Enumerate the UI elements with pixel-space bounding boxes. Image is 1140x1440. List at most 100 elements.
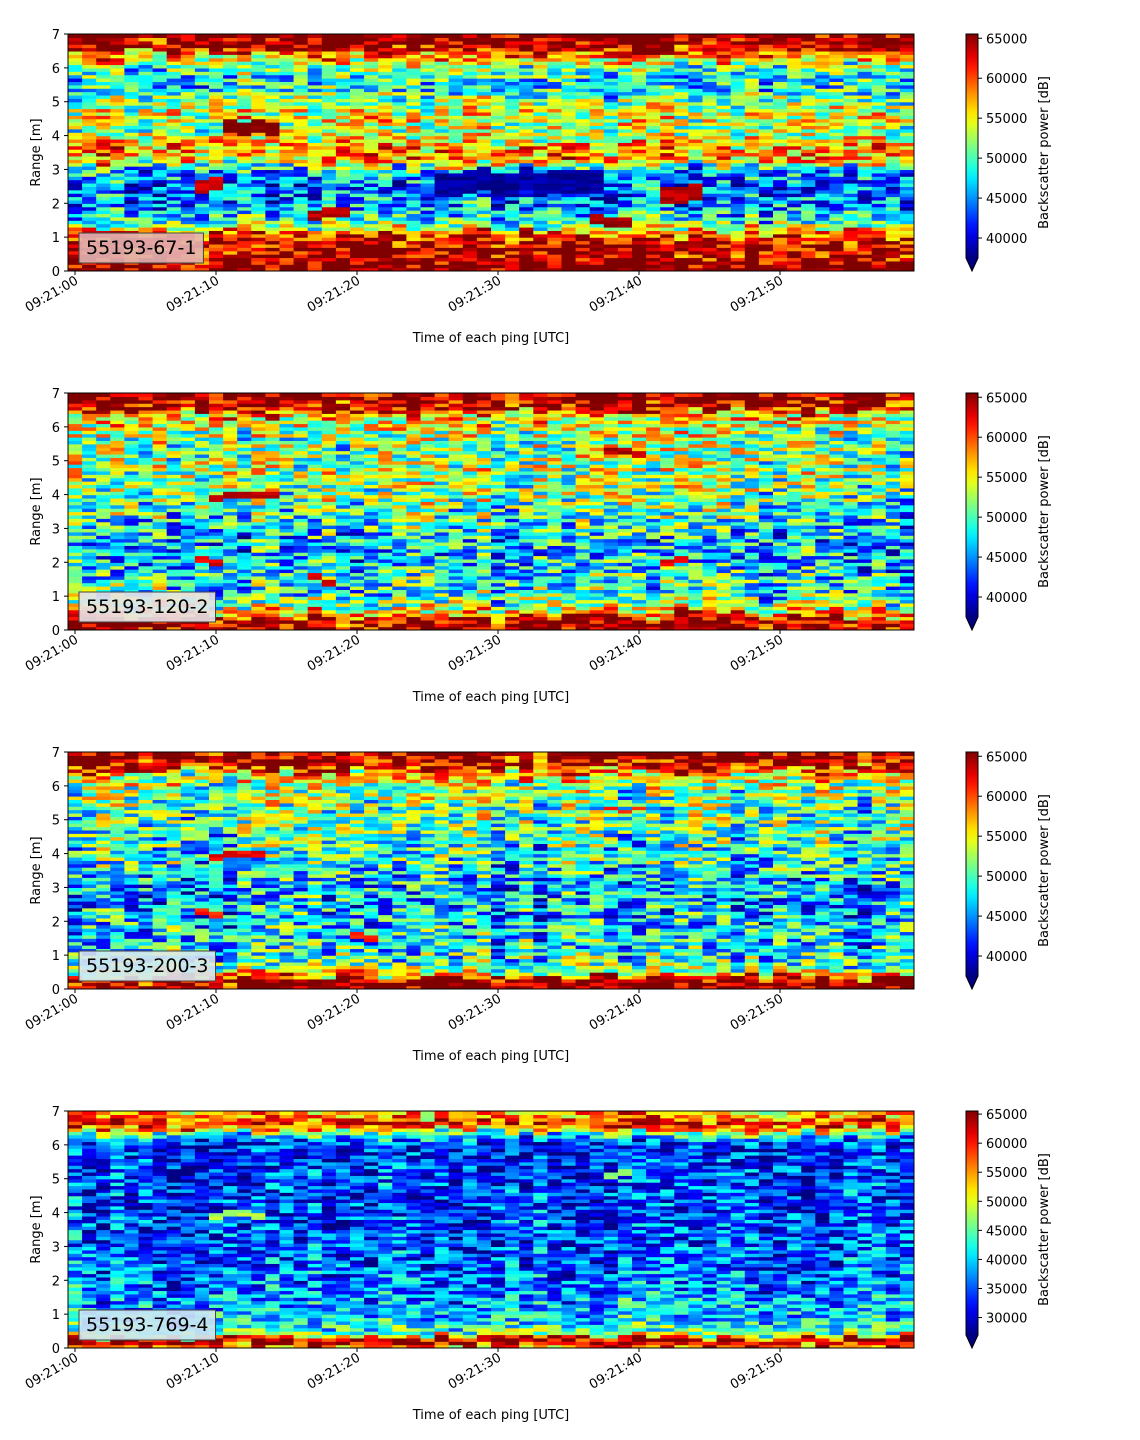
colorbar-tick-label: 45000: [986, 192, 1027, 207]
heatmap-cell: [392, 34, 407, 38]
y-tick-label: 5: [52, 96, 60, 111]
heatmap-cell: [96, 34, 111, 38]
heatmap-cell: [646, 34, 661, 38]
heatmap-cell: [519, 34, 534, 38]
colorbar-tick-label: 50000: [986, 152, 1027, 167]
heatmap-cell: [505, 34, 520, 38]
panel-label-text: 55193-67-1: [86, 237, 196, 259]
heatmap-cell: [858, 34, 873, 38]
y-tick-label: 7: [52, 28, 60, 43]
heatmap-cell: [336, 34, 351, 38]
heatmap-cell: [435, 34, 450, 38]
y-tick-label: 4: [52, 130, 60, 145]
y-tick-label: 1: [52, 231, 60, 246]
x-tick-label: 09:21:50: [728, 273, 786, 315]
heatmap-cell: [68, 393, 83, 397]
heatmap-cell: [139, 34, 154, 38]
x-tick-label: 09:21:40: [587, 273, 645, 315]
heatmap-cell: [632, 34, 647, 38]
heatmap-cell: [421, 34, 436, 38]
heatmap-cell: [759, 34, 774, 38]
heatmap-cell: [604, 34, 619, 38]
heatmap-cell: [674, 34, 689, 38]
heatmap-cell: [96, 393, 111, 397]
colorbar-label: Backscatter power [dB]: [1037, 76, 1052, 229]
heatmap-cell: [773, 34, 788, 38]
heatmap-cell: [449, 34, 464, 38]
x-axis-label: Time of each ping [UTC]: [412, 331, 570, 346]
heatmap-cell: [195, 34, 210, 38]
colorbar-tick-label: 40000: [986, 232, 1027, 247]
y-tick-label: 3: [52, 163, 60, 178]
heatmap-cell: [209, 34, 224, 38]
heatmap-cell: [829, 34, 844, 38]
heatmap-cell: [815, 34, 830, 38]
colorbar-tick-label: 55000: [986, 112, 1027, 127]
heatmap-cell: [364, 34, 379, 38]
x-tick-label: 09:21:10: [164, 273, 222, 315]
heatmap-cell: [350, 34, 365, 38]
heatmap-cell: [110, 34, 125, 38]
heatmap-cell: [251, 34, 266, 38]
heatmap-cell: [463, 34, 478, 38]
heatmap-cell: [886, 34, 901, 38]
heatmap-cell: [477, 34, 492, 38]
heatmap-cell: [787, 34, 802, 38]
heatmap-cell: [167, 34, 182, 38]
heatmap-cell: [294, 34, 309, 38]
heatmap-cell: [717, 34, 732, 38]
colorbar-tick-label: 60000: [986, 72, 1027, 87]
heatmap-cell: [82, 393, 97, 397]
heatmap-cell: [688, 34, 703, 38]
heatmap-cell: [124, 393, 139, 397]
heatmap-cell: [308, 34, 323, 38]
heatmap-cell: [82, 34, 97, 38]
heatmap-cell: [237, 34, 252, 38]
heatmap-cell: [378, 34, 393, 38]
heatmap-cell: [590, 34, 605, 38]
heatmap-cell: [844, 34, 859, 38]
colorbar-tick-label: 65000: [986, 32, 1027, 47]
heatmap-cell: [139, 393, 154, 397]
x-tick-label: 09:21:30: [446, 273, 504, 315]
heatmap-cell: [900, 34, 915, 38]
y-tick-label: 2: [52, 197, 60, 212]
heatmap-cell: [872, 34, 887, 38]
heatmap-cell: [181, 34, 196, 38]
heatmap-cell: [181, 393, 196, 397]
heatmap-cell: [153, 34, 168, 38]
heatmap-cell: [703, 34, 718, 38]
heatmap-cell: [801, 34, 816, 38]
heatmap-cell: [731, 34, 746, 38]
heatmap-cell: [153, 393, 168, 397]
heatmap-cell: [491, 34, 506, 38]
x-tick-label: 09:21:20: [305, 273, 363, 315]
heatmap-cell: [223, 34, 238, 38]
heatmap-cell: [533, 34, 548, 38]
heatmap-cell: [322, 34, 337, 38]
panel-label: 55193-67-1: [79, 233, 203, 263]
heatmap-cell: [265, 34, 280, 38]
heatmap-cell: [110, 393, 125, 397]
y-tick-label: 0: [52, 265, 60, 280]
colorbar-extend-min: [966, 258, 978, 271]
heatmap-cell: [576, 34, 591, 38]
heatmap-cell: [167, 393, 182, 397]
heatmap-cell: [745, 34, 760, 38]
colorbar: 40000 45000 50000 55000 60000 65000 Backscatte…: [966, 32, 1052, 271]
heatmap-cell: [660, 34, 675, 38]
colorbar-gradient: [966, 34, 978, 258]
y-tick-label: 6: [52, 62, 60, 77]
heatmap-cell: [562, 34, 577, 38]
heatmap-cell: [195, 393, 210, 397]
y-axis-label: Range [m]: [29, 118, 44, 186]
heatmap-cell: [547, 34, 562, 38]
heatmap-cell: [124, 34, 139, 38]
heatmap-cell: [406, 34, 421, 38]
heatmap-cell: [68, 34, 83, 38]
heatmap-cell: [280, 34, 295, 38]
